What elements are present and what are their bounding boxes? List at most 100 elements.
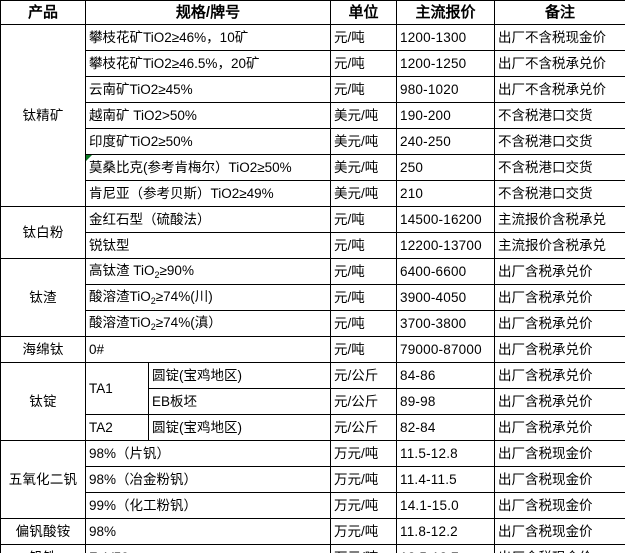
- unit-cell: 万元/吨: [330, 492, 398, 519]
- spec-cell: 酸溶渣TiO2≥74%(川): [84, 284, 332, 311]
- product-name-cell: 钒铁: [0, 544, 86, 553]
- column-header-remark: 备注: [494, 0, 625, 25]
- column-header-price: 主流报价: [396, 0, 496, 25]
- column-header-spec: 规格/牌号: [84, 0, 332, 25]
- price-cell: 190-200: [396, 102, 496, 129]
- remark-cell: 出厂含税承兑价: [494, 362, 625, 389]
- table-row: 肯尼亚（参考贝斯）TiO2≥49% 美元/吨 210 不含税港口交货: [1, 180, 625, 207]
- spec-cell: 印度矿TiO2≥50%: [84, 128, 332, 155]
- remark-cell: 出厂含税现金价: [494, 440, 625, 467]
- table-row: 五氧化二钒 98%（片钒） 万元/吨 11.5-12.8 出厂含税现金价: [0, 440, 625, 519]
- price-cell: 210: [396, 180, 496, 207]
- price-cell: 240-250: [396, 128, 496, 155]
- table-body: 钛精矿 攀枝花矿TiO2≥46%，10矿 元/吨 1200-1300 出厂不含税现金价攀…: [0, 24, 625, 553]
- unit-cell: 万元/吨: [330, 440, 398, 467]
- spec-cell: 锐钛型: [84, 232, 332, 259]
- table-header: 产品 规格/牌号 单位 主流报价 备注: [0, 0, 625, 25]
- spec-cell: 云南矿TiO2≥45%: [84, 76, 332, 103]
- price-cell: 11.8-12.2: [396, 518, 496, 545]
- remark-cell: 主流报价含税承兑: [494, 206, 625, 233]
- table-row: 莫桑比克(参考肯梅尔）TiO2≥50% 美元/吨 250 不含税港口交货: [1, 154, 625, 181]
- table-row: 云南矿TiO2≥45% 元/吨 980-1020 出厂不含税承兑价: [1, 76, 625, 103]
- price-cell: 82-84: [396, 414, 496, 441]
- product-name-cell: 偏钒酸铵: [0, 518, 86, 545]
- remark-cell: 出厂含税承兑价: [494, 284, 625, 311]
- spec-cell: 0#: [84, 336, 332, 363]
- unit-cell: 元/吨: [330, 206, 398, 233]
- remark-cell: 出厂含税承兑价: [494, 336, 625, 363]
- product-name-cell: 钛渣: [0, 258, 86, 337]
- table-row: 98%（冶金粉钒） 万元/吨 11.4-11.5 出厂含税现金价: [1, 466, 625, 493]
- table-row: 海绵钛 0# 元/吨 79000-87000 出厂含税承兑价: [0, 336, 625, 363]
- spec-cell: 99%（化工粉钒）: [84, 492, 332, 519]
- remark-cell: 不含税港口交货: [494, 180, 625, 207]
- product-name-cell: 五氧化二钒: [0, 440, 86, 519]
- table-row: 酸溶渣TiO2≥74%(川) 元/吨 3900-4050 出厂含税承兑价: [1, 284, 625, 311]
- spec-cell: 98%（冶金粉钒）: [84, 466, 332, 493]
- unit-cell: 美元/吨: [330, 154, 398, 181]
- remark-cell: 出厂含税现金价: [494, 492, 625, 519]
- product-name-cell: 海绵钛: [0, 336, 86, 363]
- remark-cell: 出厂含税承兑价: [494, 388, 625, 415]
- table-row: 越南矿 TiO2>50% 美元/吨 190-200 不含税港口交货: [1, 102, 625, 129]
- table-row: EB板坯 元/公斤 89-98 出厂含税承兑价: [1, 388, 625, 415]
- price-cell: 79000-87000: [396, 336, 496, 363]
- unit-cell: 元/吨: [330, 24, 398, 51]
- spec-cell: 高钛渣 TiO2≥90%: [84, 258, 332, 285]
- remark-cell: 出厂含税承兑价: [494, 258, 625, 285]
- remark-cell: 出厂不含税承兑价: [494, 50, 625, 77]
- table-row: 酸溶渣TiO2≥74%(滇） 元/吨 3700-3800 出厂含税承兑价: [1, 310, 625, 337]
- remark-cell: 不含税港口交货: [494, 154, 625, 181]
- unit-cell: 元/吨: [330, 76, 398, 103]
- spec-cell: 肯尼亚（参考贝斯）TiO2≥49%: [84, 180, 332, 207]
- unit-cell: 元/吨: [330, 50, 398, 77]
- price-cell: 14.1-15.0: [396, 492, 496, 519]
- grade-cell: TA1: [85, 362, 149, 415]
- price-cell: 84-86: [396, 362, 496, 389]
- spec-cell: 莫桑比克(参考肯梅尔）TiO2≥50%: [84, 154, 332, 181]
- unit-cell: 元/吨: [330, 258, 398, 285]
- product-name-cell: 钛锭: [0, 362, 86, 441]
- spec-cell: 攀枝花矿TiO2≥46.5%，20矿: [84, 50, 332, 77]
- spec-cell: 98%: [84, 518, 332, 545]
- unit-cell: 万元/吨: [330, 466, 398, 493]
- price-cell: 6400-6600: [396, 258, 496, 285]
- price-cell: 3700-3800: [396, 310, 496, 337]
- remark-cell: 出厂含税承兑价: [494, 310, 625, 337]
- price-cell: 11.4-11.5: [396, 466, 496, 493]
- price-cell: 250: [396, 154, 496, 181]
- remark-cell: 出厂含税现金价: [494, 544, 625, 553]
- unit-cell: 元/吨: [330, 336, 398, 363]
- unit-cell: 元/公斤: [330, 388, 398, 415]
- remark-cell: 主流报价含税承兑: [494, 232, 625, 259]
- column-header-product: 产品: [0, 0, 86, 25]
- remark-cell: 出厂不含税承兑价: [494, 76, 625, 103]
- unit-cell: 万元/吨: [330, 518, 398, 545]
- remark-cell: 出厂含税现金价: [494, 466, 625, 493]
- unit-cell: 美元/吨: [330, 102, 398, 129]
- price-cell: 14500-16200: [396, 206, 496, 233]
- unit-cell: 元/吨: [330, 284, 398, 311]
- table-row: 99%（化工粉钒） 万元/吨 14.1-15.0 出厂含税现金价: [1, 492, 625, 519]
- unit-cell: 元/吨: [330, 232, 398, 259]
- price-cell: 980-1020: [396, 76, 496, 103]
- grade-cell: TA2: [85, 414, 149, 441]
- price-cell: 12.5-12.7: [396, 544, 496, 553]
- spec-cell: 圆锭(宝鸡地区): [147, 362, 332, 389]
- remark-cell: 出厂含税承兑价: [494, 414, 625, 441]
- table-row: TA2 圆锭(宝鸡地区) 元/公斤 82-84 出厂含税承兑价: [1, 414, 625, 441]
- price-cell: 12200-13700: [396, 232, 496, 259]
- spec-cell: 越南矿 TiO2>50%: [84, 102, 332, 129]
- spec-cell: 攀枝花矿TiO2≥46%，10矿: [84, 24, 332, 51]
- table-row: 偏钒酸铵 98% 万元/吨 11.8-12.2 出厂含税现金价: [0, 518, 625, 545]
- product-name-cell: 钛精矿: [0, 24, 86, 207]
- remark-cell: 不含税港口交货: [494, 102, 625, 129]
- price-cell: 11.5-12.8: [396, 440, 496, 467]
- spec-cell: 圆锭(宝鸡地区): [147, 414, 332, 441]
- unit-cell: 万元/吨: [330, 544, 398, 553]
- table-row: 钛锭 TA1 圆锭(宝鸡地区) 元/公斤 84-86 出厂含税承兑价: [0, 362, 625, 441]
- price-cell: 3900-4050: [396, 284, 496, 311]
- column-header-unit: 单位: [330, 0, 398, 25]
